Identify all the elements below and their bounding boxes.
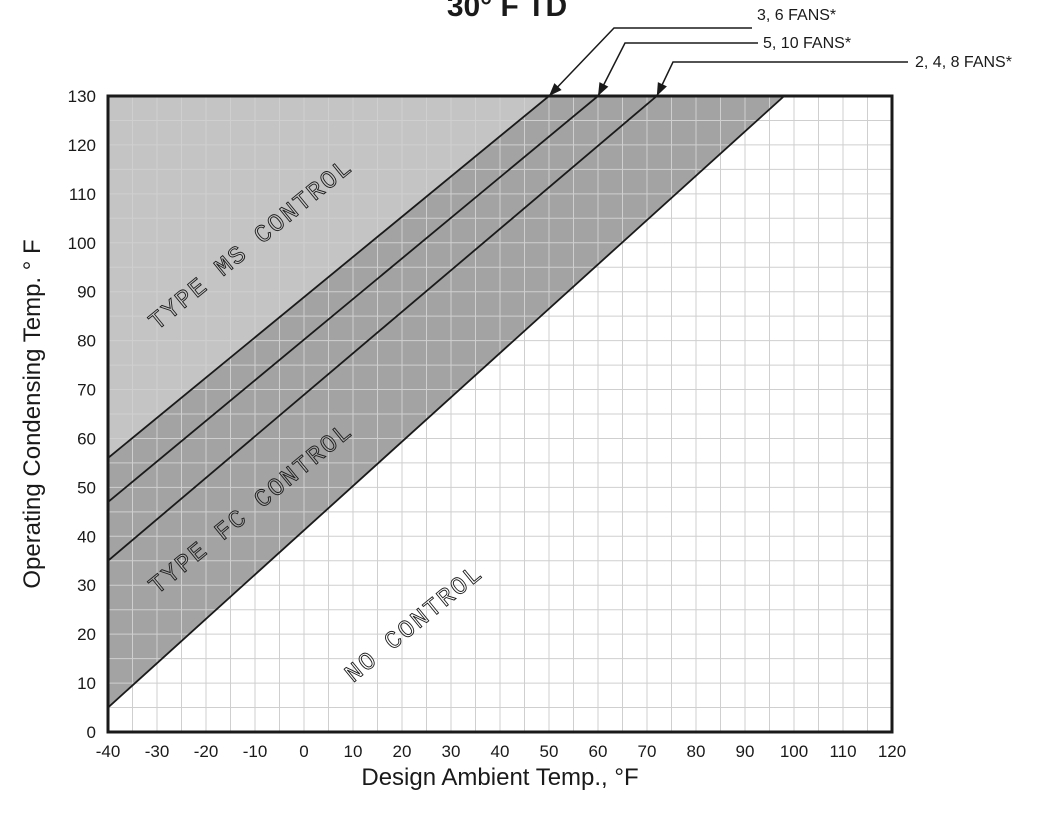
x-tick-label: 20	[393, 742, 412, 761]
series-line	[108, 96, 785, 709]
y-tick-label: 130	[68, 87, 96, 106]
region-label: NO CONTROL	[340, 559, 490, 689]
x-tick-label: 100	[780, 742, 808, 761]
y-tick-label: 50	[77, 478, 96, 497]
y-tick-label: 90	[77, 283, 96, 302]
x-tick-label: 50	[540, 742, 559, 761]
callout-leader	[597, 42, 758, 97]
x-tick-label: 80	[687, 742, 706, 761]
x-tick-label: -30	[145, 742, 170, 761]
y-tick-label: 10	[77, 674, 96, 693]
callout-label: 2, 4, 8 FANS*	[915, 54, 1012, 71]
chart-title: 30° F TD	[447, 0, 567, 23]
x-axis-title: Design Ambient Temp., °F	[361, 764, 638, 791]
x-tick-label: 110	[829, 742, 856, 761]
callout-arrowhead	[656, 82, 667, 96]
callout-label: 3, 6 FANS*	[757, 7, 836, 24]
y-tick-label: 120	[68, 136, 96, 155]
y-tick-label: 30	[77, 576, 96, 595]
x-tick-label: 120	[878, 742, 906, 761]
y-tick-label: 70	[77, 381, 96, 400]
callout-arrowhead	[598, 82, 609, 96]
series-line	[108, 96, 658, 562]
y-tick-label: 0	[87, 723, 96, 742]
y-tick-label: 60	[77, 429, 96, 448]
y-tick-label: 80	[77, 332, 96, 351]
series-line	[108, 96, 550, 459]
callout-label: 5, 10 FANS*	[763, 35, 851, 52]
callout-arrowhead	[549, 83, 562, 96]
x-tick-label: 90	[736, 742, 755, 761]
x-tick-label: -40	[96, 742, 121, 761]
x-tick-label: 30	[442, 742, 461, 761]
y-tick-label: 110	[69, 185, 96, 204]
series-line	[108, 96, 599, 503]
x-tick-label: -10	[243, 742, 268, 761]
callout-leader	[656, 61, 908, 97]
callout-leader	[548, 27, 752, 97]
x-tick-label: 0	[299, 742, 308, 761]
y-axis-title: Operating Condensing Temp. ° F	[19, 239, 46, 588]
x-tick-label: 40	[491, 742, 510, 761]
y-tick-label: 20	[77, 625, 96, 644]
x-tick-label: 60	[589, 742, 608, 761]
x-tick-label: 70	[638, 742, 657, 761]
y-tick-label: 100	[68, 234, 96, 253]
y-tick-label: 40	[77, 527, 96, 546]
x-tick-label: 10	[344, 742, 363, 761]
x-tick-label: -20	[194, 742, 219, 761]
plot-frame	[106, 94, 894, 734]
